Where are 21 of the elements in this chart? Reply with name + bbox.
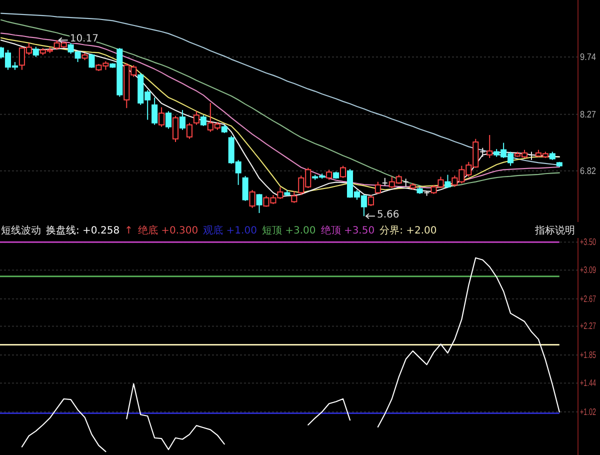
y-tick-label: +3.09: [580, 264, 596, 276]
y-tick-label: +1.44: [580, 378, 596, 388]
text: 绝底 +0.300: [138, 224, 198, 236]
y-tick-label: +2.27: [580, 321, 596, 332]
ref-line-label: 绝顶 +3.50: [320, 224, 375, 236]
y-tick-label: +3.50: [580, 236, 596, 248]
text: ↑: [124, 226, 133, 236]
ref-line-label: 分界: +2.00: [380, 224, 437, 236]
y-tick-label: +2.67: [580, 294, 596, 304]
y-tick-label: +1.85: [580, 350, 596, 360]
candlestick: [402, 178, 409, 188]
y-tick-label: +1.02: [580, 406, 596, 418]
text: 换盘线: +0.258: [46, 224, 120, 236]
text: 指标说明: [534, 224, 575, 236]
y-tick-label: 6.82: [580, 166, 596, 176]
ref-line-label: 观底 +1.00: [203, 224, 257, 236]
y-tick-label: 8.27: [580, 108, 596, 120]
annotation: 5.66: [376, 210, 400, 221]
y-tick-label: 9.74: [580, 52, 596, 62]
ref-line-label: 短顶 +3.00: [262, 226, 316, 236]
chart-title: 短线波动: [1, 224, 41, 236]
